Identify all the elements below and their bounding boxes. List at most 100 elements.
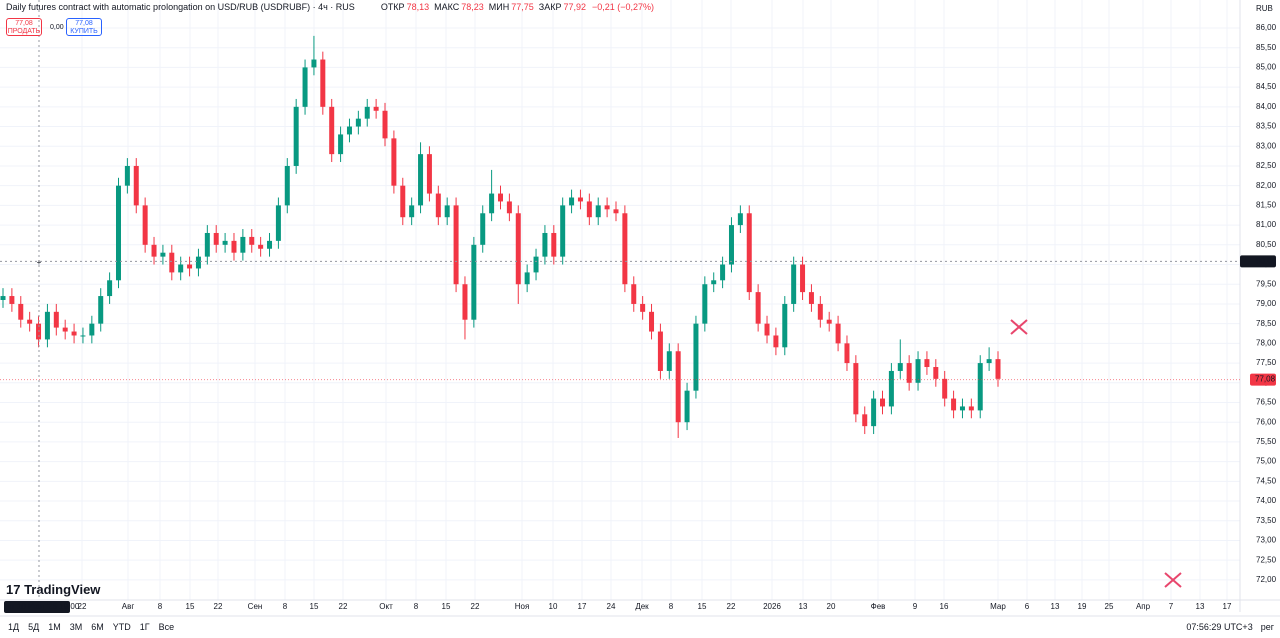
- candle-body: [577, 197, 583, 202]
- y-tick-label: 76,50: [1256, 398, 1277, 407]
- period-button[interactable]: 1Г: [139, 622, 150, 632]
- candle-body: [364, 106, 370, 119]
- candle-body: [275, 205, 281, 241]
- sell-button[interactable]: 77,08 ПРОДАТЬ: [6, 18, 42, 36]
- candle-body: [18, 303, 24, 320]
- candle-body: [471, 244, 477, 320]
- candle-body: [959, 406, 965, 411]
- ohlc-label: МАКС: [434, 2, 460, 12]
- candle-body: [844, 343, 850, 364]
- y-tick-label: 81,50: [1256, 200, 1277, 209]
- x-tick-label: 16: [940, 602, 949, 611]
- symbol-title: Daily futures contract with automatic pr…: [6, 2, 355, 12]
- y-tick-label: 85,50: [1256, 43, 1277, 52]
- x-tick-label: 19: [1078, 602, 1087, 611]
- candle-body: [684, 390, 690, 423]
- candle-body: [453, 205, 459, 285]
- y-tick-label: 77,50: [1256, 358, 1277, 367]
- candle-body: [195, 256, 201, 269]
- change: −0,21 (−0,27%): [592, 2, 655, 12]
- x-tick-label: 15: [442, 602, 451, 611]
- candle-body: [346, 126, 352, 135]
- x-tick-label: 9: [913, 602, 918, 611]
- candle-body: [968, 406, 974, 411]
- period-button[interactable]: Все: [158, 622, 175, 632]
- candle-body: [258, 244, 264, 249]
- buy-button[interactable]: 77,08 КУПИТЬ: [66, 18, 102, 36]
- sell-price: 77,08: [15, 20, 33, 27]
- candle-body: [800, 264, 806, 293]
- candle-body: [826, 319, 832, 324]
- candle-body: [498, 193, 503, 202]
- candle-body: [880, 398, 886, 407]
- candle-body: [746, 213, 752, 293]
- y-tick-label: 72,00: [1256, 575, 1277, 584]
- currency: RUB: [1256, 4, 1273, 13]
- candle-body: [107, 280, 113, 297]
- y-tick-label: 83,00: [1256, 141, 1277, 150]
- y-tick-label: 73,00: [1256, 536, 1277, 545]
- crosshair-price-label: 80,08: [1256, 256, 1277, 265]
- candle-body: [284, 165, 290, 206]
- last-price-label: 77,08: [1255, 375, 1276, 384]
- x-tick-label: 13: [1196, 602, 1205, 611]
- y-tick-label: 79,00: [1256, 299, 1277, 308]
- x-tick-label: 17: [1223, 602, 1232, 611]
- candle-body: [995, 359, 1001, 379]
- ohlc: ОТКР 78,13 МАКС 78,23 МИН 77,75 ЗАКР 77,92: [381, 2, 589, 12]
- candle-body: [897, 363, 903, 371]
- candle-body: [906, 363, 912, 383]
- ohlc-label: МИН: [488, 2, 510, 12]
- candle-body: [773, 335, 779, 348]
- y-tick-label: 82,00: [1256, 181, 1277, 190]
- candle-body: [649, 311, 655, 332]
- crosshair-time-label: чт 10 Июл '25 19:00: [7, 602, 80, 611]
- period-button[interactable]: 1Д: [8, 622, 20, 632]
- candle-body: [240, 236, 246, 253]
- candle-body: [249, 236, 255, 245]
- header: Daily futures contract with automatic pr…: [6, 2, 654, 12]
- candle-body: [418, 154, 424, 206]
- ohlc-value: 78,23: [461, 2, 484, 12]
- candle-body: [506, 201, 512, 214]
- x-tick-label: 22: [471, 602, 480, 611]
- period-button[interactable]: 5Д: [28, 622, 40, 632]
- candle-body: [98, 296, 104, 324]
- candle-body: [515, 213, 521, 285]
- candle-body: [124, 165, 130, 186]
- y-tick-label: 82,50: [1256, 161, 1277, 170]
- x-tick-label: Ноя: [515, 602, 530, 611]
- candle-body: [586, 201, 592, 218]
- period-button[interactable]: 3М: [69, 622, 83, 632]
- buy-label: КУПИТЬ: [70, 28, 98, 35]
- x-tick-label: Дек: [635, 602, 649, 611]
- clock: 07:56:29 UTC+3: [1186, 622, 1253, 632]
- candle-body: [728, 225, 734, 265]
- x-tick-label: 20: [827, 602, 836, 611]
- y-tick-label: 72,50: [1256, 555, 1277, 564]
- candle-body: [9, 296, 15, 304]
- period-button[interactable]: 6М: [91, 622, 104, 632]
- candle-body: [178, 264, 184, 273]
- candle-body: [373, 106, 379, 111]
- candle-body: [986, 359, 992, 364]
- x-tick-label: 8: [158, 602, 163, 611]
- candle-body: [711, 280, 717, 285]
- x-tick-label: 22: [727, 602, 736, 611]
- candle-body: [915, 359, 921, 383]
- x-tick-label: 8: [669, 602, 674, 611]
- x-tick-label: 25: [1105, 602, 1114, 611]
- candle-body: [480, 213, 486, 245]
- candle-body: [400, 185, 406, 218]
- period-button[interactable]: 1М: [48, 622, 61, 632]
- y-tick-label: 78,00: [1256, 338, 1277, 347]
- candle-body: [187, 264, 193, 269]
- candle-body: [942, 378, 948, 399]
- candle-body: [924, 359, 930, 368]
- period-button[interactable]: YTD: [112, 622, 131, 632]
- candle-body: [720, 264, 726, 281]
- candle-body: [267, 240, 273, 249]
- candle-body: [977, 363, 983, 411]
- candle-body: [462, 284, 468, 320]
